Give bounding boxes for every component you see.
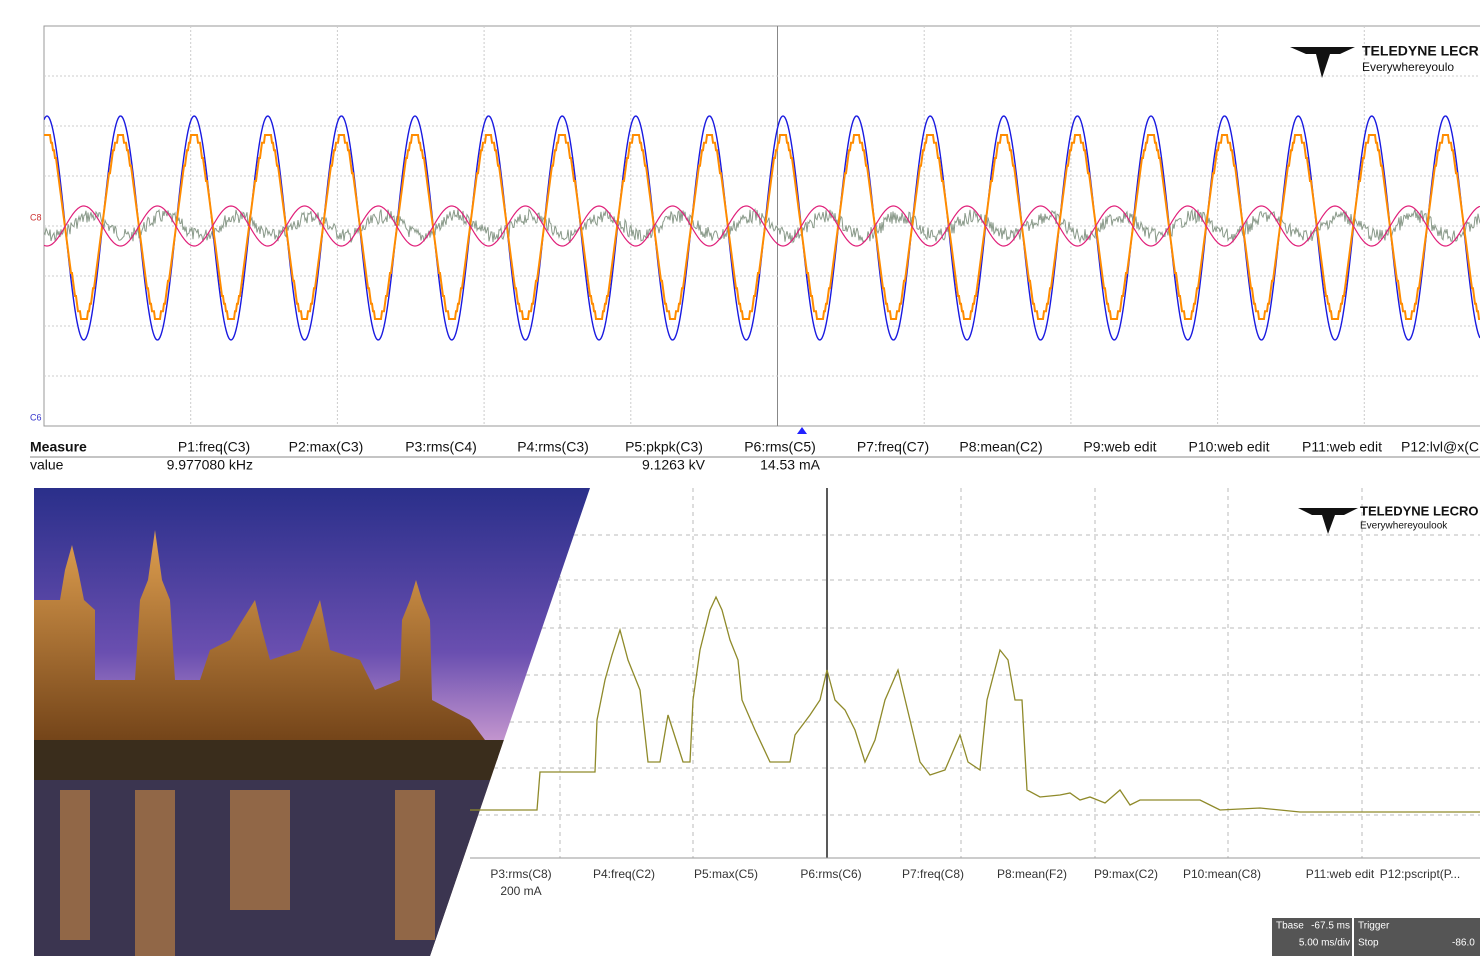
param-value: 9.977080 kHz bbox=[167, 457, 253, 473]
param-name: P6:rms(C5) bbox=[744, 439, 816, 455]
param-name: P7:freq(C8) bbox=[902, 867, 964, 881]
logo-tagline: Everywhereyoulo bbox=[1362, 60, 1454, 74]
logo-brand: TELEDYNE LECR bbox=[1362, 43, 1479, 59]
param-name: P9:max(C2) bbox=[1094, 867, 1158, 881]
logo-tagline: Everywhereyoulook bbox=[1360, 521, 1448, 532]
param-name: P5:max(C5) bbox=[694, 867, 758, 881]
bottom-grid bbox=[470, 488, 1480, 858]
param-value: 9.1263 kV bbox=[642, 457, 706, 473]
param-name: P10:mean(C8) bbox=[1183, 867, 1261, 881]
screenshot: C8 C6 TELEDYNE LECR Everywhereyoulo Meas… bbox=[0, 0, 1480, 956]
param-name: P9:web edit bbox=[1083, 439, 1156, 455]
param-name: P4:freq(C2) bbox=[593, 867, 655, 881]
param-name: P11:web edit bbox=[1306, 867, 1375, 881]
measure-row: P1:freq(C3) 9.977080 kHz P2:max(C3) P3:rms(… bbox=[167, 439, 1479, 473]
param-name: P12:lvl@x(C bbox=[1401, 439, 1479, 455]
measure-title: Measure bbox=[30, 439, 87, 455]
trigger-marker bbox=[797, 427, 807, 434]
logo-icon bbox=[1298, 508, 1358, 534]
top-grid bbox=[44, 26, 1480, 426]
trigger-mode: Stop bbox=[1358, 938, 1379, 949]
measure-row-label: value bbox=[30, 457, 64, 473]
param-name: P7:freq(C7) bbox=[857, 439, 929, 455]
trigger-label: Trigger bbox=[1358, 921, 1390, 932]
tbase-label: Tbase bbox=[1276, 921, 1304, 932]
param-name: P10:web edit bbox=[1189, 439, 1270, 455]
bottom-logo: TELEDYNE LECRO Everywhereyoulook bbox=[1298, 503, 1478, 534]
param-name: P5:pkpk(C3) bbox=[625, 439, 703, 455]
param-name: P6:rms(C6) bbox=[800, 867, 861, 881]
bottom-params: P3:rms(C8) 200 mA P4:freq(C2) P5:max(C5) P6:… bbox=[490, 867, 1460, 898]
param-name: P4:rms(C3) bbox=[517, 439, 589, 455]
param-name: P3:rms(C8) bbox=[490, 867, 551, 881]
param-name: P1:freq(C3) bbox=[178, 439, 250, 455]
param-name: P8:mean(C2) bbox=[959, 439, 1042, 455]
photo-trees bbox=[34, 740, 594, 780]
trigger-level: -86.0 bbox=[1452, 938, 1475, 949]
param-name: P8:mean(F2) bbox=[997, 867, 1067, 881]
param-value: 200 mA bbox=[500, 884, 541, 898]
param-name: P11:web edit bbox=[1302, 439, 1382, 455]
channel-label: C6 bbox=[30, 412, 42, 422]
status-box: Tbase -67.5 ms 5.00 ms/div Trigger Stop … bbox=[1272, 918, 1480, 956]
tbase-delay: -67.5 ms bbox=[1311, 921, 1350, 932]
tbase-scale: 5.00 ms/div bbox=[1299, 938, 1350, 949]
param-name: P2:max(C3) bbox=[289, 439, 364, 455]
bottom-trace bbox=[470, 597, 1480, 812]
channel-label: C8 bbox=[30, 212, 42, 222]
param-name: P12:pscript(P... bbox=[1380, 867, 1460, 881]
page: {"top_scope":{"logo":{"brand":"TELEDYNE … bbox=[0, 0, 1480, 956]
logo-brand: TELEDYNE LECRO bbox=[1360, 503, 1478, 518]
param-name: P3:rms(C4) bbox=[405, 439, 477, 455]
param-value: 14.53 mA bbox=[760, 457, 821, 473]
